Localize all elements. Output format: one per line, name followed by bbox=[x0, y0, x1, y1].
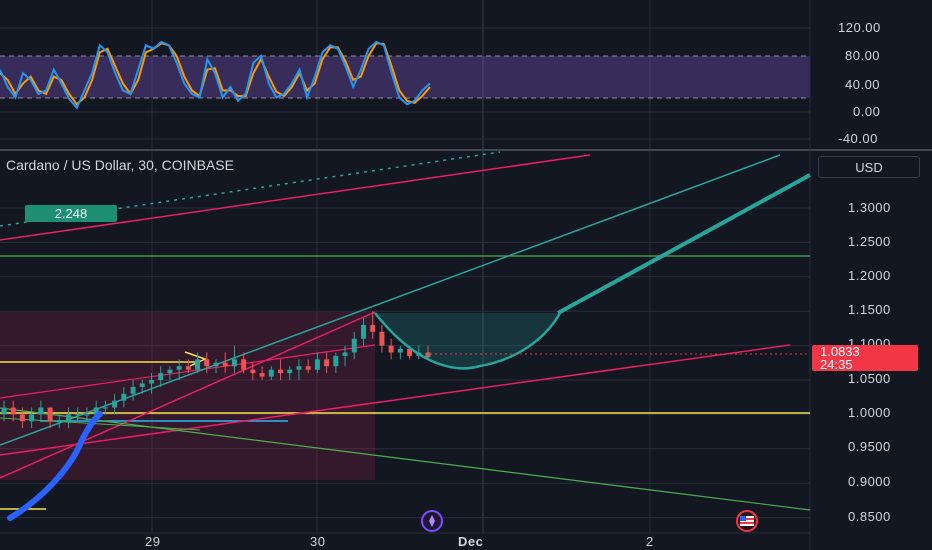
osc-tick-label: 0.00 bbox=[853, 104, 880, 119]
last-price-value: 1.0833 bbox=[820, 344, 860, 359]
candle-body bbox=[29, 414, 35, 422]
candle-body bbox=[379, 331, 385, 346]
candle-body bbox=[222, 362, 228, 367]
candle-body bbox=[351, 338, 357, 353]
candle-body bbox=[360, 324, 366, 339]
time-tick-label: 30 bbox=[310, 534, 325, 549]
bar-countdown: 24:35 bbox=[820, 357, 853, 372]
price-tick-label: 1.0500 bbox=[848, 371, 891, 386]
candle-body bbox=[268, 369, 274, 377]
candle-body bbox=[195, 359, 201, 370]
oscillator-band bbox=[0, 56, 810, 98]
candle-body bbox=[93, 407, 99, 415]
candle-body bbox=[158, 373, 164, 380]
candle-body bbox=[47, 407, 53, 422]
candle-body bbox=[10, 407, 16, 415]
oscillator-axis: 120.00 80.00 40.00 0.00 -40.00 bbox=[838, 20, 881, 146]
alert-value-tag[interactable]: 2.248 bbox=[25, 205, 117, 222]
teal-channel-upper bbox=[0, 154, 781, 446]
price-tick-label: 1.2500 bbox=[848, 234, 891, 249]
price-tick-label: 0.9000 bbox=[848, 474, 891, 489]
candle-body bbox=[407, 349, 413, 356]
candle-body bbox=[231, 359, 237, 367]
candle-body bbox=[148, 380, 154, 384]
pink-upper-trendline bbox=[0, 154, 591, 241]
us-flag-icon[interactable] bbox=[736, 510, 758, 532]
osc-tick-label: -40.00 bbox=[838, 131, 878, 146]
vertical-gridlines bbox=[151, 0, 651, 533]
osc-tick-label: 120.00 bbox=[838, 20, 881, 35]
osc-tick-label: 40.00 bbox=[845, 77, 880, 92]
candle-body bbox=[305, 366, 311, 370]
green-declining-line bbox=[0, 407, 811, 511]
candle-body bbox=[84, 414, 90, 416]
candle-body bbox=[204, 359, 210, 367]
candle-body bbox=[130, 386, 136, 394]
currency-selector[interactable]: USD bbox=[818, 156, 920, 178]
price-tick-label: 1.2000 bbox=[848, 268, 891, 283]
stoch-k-line bbox=[0, 40, 431, 110]
lightning-event-icon[interactable] bbox=[421, 510, 443, 532]
candle-body bbox=[102, 407, 108, 409]
price-axis[interactable]: 1.3000 1.2500 1.2000 1.1500 1.1000 1.050… bbox=[848, 200, 891, 524]
candle-body bbox=[112, 400, 118, 408]
candle-body bbox=[259, 373, 265, 377]
candle-body bbox=[296, 366, 302, 370]
candle-body bbox=[19, 414, 25, 422]
candle-body bbox=[250, 369, 256, 374]
candle-body bbox=[139, 383, 145, 387]
candle-body bbox=[342, 352, 348, 356]
projection-cup-curve bbox=[374, 312, 562, 370]
blue-trend-curve bbox=[7, 411, 103, 521]
candle-body bbox=[213, 362, 219, 367]
time-tick-label: Dec bbox=[458, 534, 483, 549]
candle-body bbox=[425, 352, 431, 358]
candle-body bbox=[66, 414, 72, 422]
oscillator-grid bbox=[0, 27, 810, 140]
candle-body bbox=[370, 324, 376, 332]
arrow-marker bbox=[184, 351, 207, 367]
candle-body bbox=[75, 414, 81, 416]
last-price-tag: 1.0833 24:35 bbox=[812, 345, 918, 371]
candle-body bbox=[241, 359, 247, 370]
price-tick-label: 0.8500 bbox=[848, 509, 891, 524]
price-tick-label: 1.3000 bbox=[848, 200, 891, 215]
candle-body bbox=[287, 369, 293, 374]
candle-body bbox=[388, 345, 394, 353]
price-tick-label: 1.0000 bbox=[848, 405, 891, 420]
candle-body bbox=[324, 359, 330, 367]
time-tick-label: 2 bbox=[646, 534, 654, 549]
pink-mid-line bbox=[0, 344, 376, 399]
candle-body bbox=[56, 421, 62, 423]
candle-body bbox=[167, 369, 173, 374]
candle-body bbox=[333, 355, 339, 367]
candle-body bbox=[185, 366, 191, 370]
time-tick-label: 29 bbox=[145, 534, 160, 549]
candle-body bbox=[1, 407, 7, 415]
projection-breakout-line bbox=[557, 173, 811, 315]
candle-body bbox=[38, 407, 44, 415]
candle-body bbox=[176, 366, 182, 370]
price-tick-label: 0.9500 bbox=[848, 439, 891, 454]
time-axis[interactable]: 29 30 Dec 2 bbox=[145, 534, 654, 549]
symbol-title[interactable]: Cardano / US Dollar, 30, COINBASE bbox=[6, 157, 234, 173]
candle-body bbox=[397, 349, 403, 353]
pink-channel-line bbox=[0, 311, 376, 479]
price-tick-label: 1.1500 bbox=[848, 302, 891, 317]
pink-lower-trendline bbox=[0, 344, 791, 456]
osc-tick-label: 80.00 bbox=[845, 48, 880, 63]
candle-body bbox=[121, 393, 127, 401]
candle-body bbox=[314, 359, 320, 370]
candle-body bbox=[278, 369, 284, 374]
